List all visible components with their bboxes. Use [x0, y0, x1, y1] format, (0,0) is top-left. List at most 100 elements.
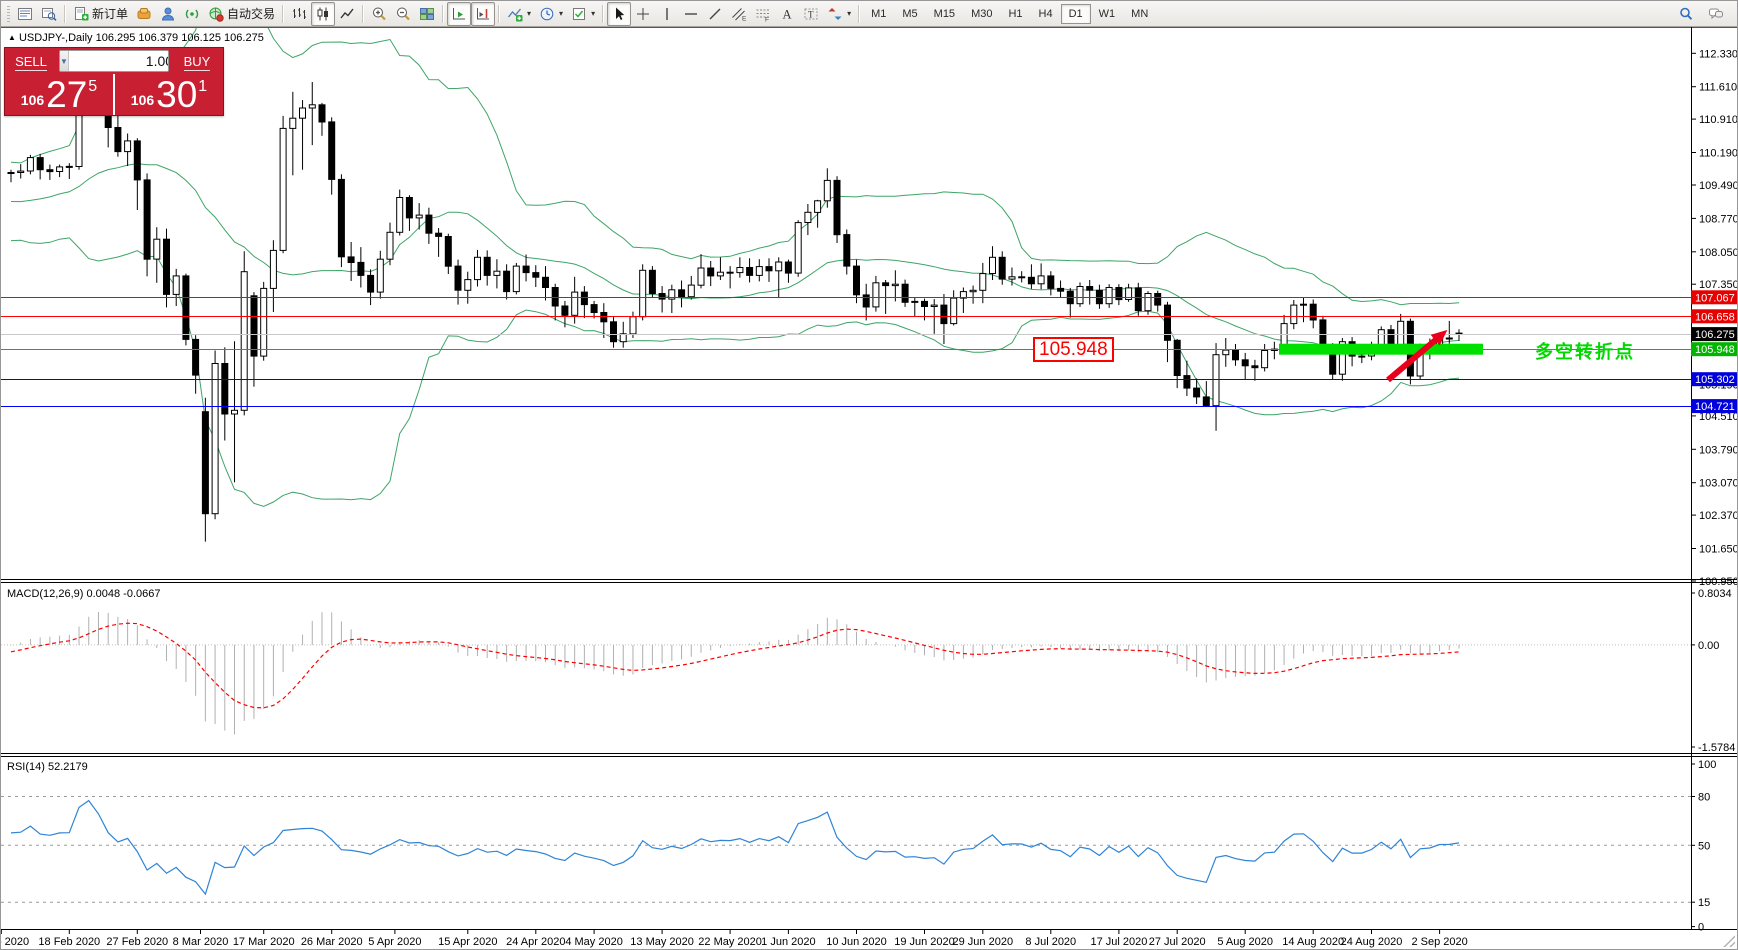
candle: [1232, 349, 1239, 361]
autotrade-button[interactable]: 自动交易: [204, 2, 279, 26]
rsi-pane[interactable]: [1, 796, 1691, 903]
toolbar-grip[interactable]: [7, 5, 10, 22]
cursor-button[interactable]: [607, 1, 632, 26]
chat-button[interactable]: [1704, 2, 1728, 26]
crosshair-button[interactable]: [631, 2, 655, 26]
price-tick-label: 108.050: [1699, 247, 1738, 259]
charts-window-button[interactable]: [13, 2, 37, 26]
timeframe-mn-button[interactable]: MN: [1131, 7, 1149, 20]
candle: [279, 127, 287, 251]
drawn-objects[interactable]: [1279, 329, 1483, 383]
dropdown-caret-icon[interactable]: ▾: [847, 9, 852, 18]
timeframe-h1-button[interactable]: H1: [1008, 7, 1023, 20]
candle: [930, 304, 938, 308]
toolbar-separator: [362, 4, 365, 23]
charts-list-icon: [18, 7, 32, 20]
timeframe-w1-button[interactable]: W1: [1098, 7, 1116, 20]
price-tick-label: 103.070: [1699, 478, 1738, 490]
signals-button[interactable]: [180, 2, 204, 26]
zoom-in-button[interactable]: [367, 2, 391, 26]
arrows-button[interactable]: ▾: [823, 2, 855, 26]
resize-grip[interactable]: [1723, 935, 1735, 947]
candle: [697, 267, 705, 286]
search-button[interactable]: [1674, 2, 1698, 26]
rsi-line: [10, 799, 1460, 896]
price-callout-105948[interactable]: 105.948: [1033, 336, 1114, 362]
trend-arrow-object[interactable]: [1386, 329, 1448, 383]
candle: [46, 169, 54, 173]
candle: [65, 165, 73, 168]
timeframe-h4-button[interactable]: H4: [1038, 7, 1053, 20]
new-order-button[interactable]: 新订单: [69, 2, 132, 26]
green-band-object[interactable]: [1279, 343, 1483, 355]
chart-profile-button[interactable]: [37, 2, 61, 26]
sell-price-button[interactable]: 106 27 5: [5, 74, 113, 115]
timeframe-m30-button[interactable]: M30: [971, 7, 993, 20]
vertical-line-button[interactable]: [655, 2, 679, 26]
candle: [911, 300, 919, 303]
channel-button[interactable]: E: [727, 2, 751, 26]
line-chart-button[interactable]: [335, 2, 359, 26]
buy-header-button[interactable]: BUY: [183, 53, 211, 71]
candle: [551, 287, 559, 307]
text-button[interactable]: A: [775, 2, 799, 26]
periods-button[interactable]: ▾: [535, 2, 567, 26]
price-tick-label: 111.610: [1699, 82, 1737, 94]
candle: [1300, 303, 1307, 306]
price-tick-label: 110.910: [1699, 114, 1738, 126]
collapse-triangle-icon[interactable]: ▲: [8, 33, 16, 42]
candle: [668, 289, 676, 300]
price-marker-text: 107.067: [1695, 292, 1735, 304]
zoom-out-icon: [397, 7, 410, 20]
buy-price-button[interactable]: 106 30 1: [113, 74, 223, 115]
candle-chart-button[interactable]: [311, 1, 336, 26]
horizontal-line-button[interactable]: [679, 2, 703, 26]
turning-point-note[interactable]: 多空转折点: [1535, 342, 1635, 363]
zoom-out-button[interactable]: [391, 2, 415, 26]
timeframe-m1-button[interactable]: M1: [871, 7, 887, 20]
text-label-button[interactable]: T: [799, 2, 823, 26]
candle: [1261, 350, 1269, 369]
candle: [1338, 341, 1346, 375]
candle: [7, 172, 15, 174]
date-label: 18 Feb 2020: [38, 936, 100, 948]
rsi-axis: 100 80 50 15 0: [1691, 759, 1716, 934]
date-label: 15 Apr 2020: [438, 936, 497, 948]
candle: [474, 256, 481, 281]
macd-pane[interactable]: [1, 612, 1691, 735]
trendline-button[interactable]: [703, 2, 727, 26]
candle: [299, 107, 306, 119]
market-button[interactable]: [132, 2, 156, 26]
auto-scroll-button[interactable]: [447, 1, 472, 26]
dropdown-caret-icon[interactable]: ▾: [527, 9, 532, 18]
community-button[interactable]: [156, 2, 180, 26]
dropdown-caret-icon[interactable]: ▾: [559, 9, 564, 18]
rsi-axis-label: 15: [1698, 897, 1710, 909]
tile-windows-button[interactable]: [415, 2, 439, 26]
chart-shift-button[interactable]: [471, 1, 496, 26]
timeframe-d1-button[interactable]: D1: [1060, 3, 1091, 24]
timeframe-m5-button[interactable]: M5: [902, 7, 918, 20]
dropdown-caret-icon[interactable]: ▾: [591, 9, 596, 18]
candle: [522, 265, 530, 274]
toolbar: 新订单 自动交易 ▾ ▾ ▾ E F A T ▾ M1 M5 M15 M30 H1 H4 D1 W1 MN: [1, 1, 1737, 27]
trendline-icon: [709, 8, 721, 19]
date-label: 13 May 2020: [630, 936, 694, 948]
bar-chart-button[interactable]: [287, 2, 311, 26]
templates-button[interactable]: ▾: [567, 2, 599, 26]
candle: [1251, 365, 1259, 369]
date-label: 5 Aug 2020: [1217, 936, 1273, 948]
volume-decrease-button[interactable]: ▼: [60, 51, 69, 71]
candle: [376, 258, 384, 293]
candle: [114, 127, 122, 153]
one-click-trade-panel: SELL ▼ ▲ BUY 106 27 5 106 30 1: [4, 47, 224, 116]
volume-input[interactable]: [68, 51, 168, 71]
fibonacci-button[interactable]: F: [751, 2, 775, 26]
candle-chart-icon: [317, 7, 329, 20]
sell-header-button[interactable]: SELL: [15, 53, 47, 71]
indicators-button[interactable]: ▾: [503, 2, 535, 26]
candle: [1222, 349, 1230, 356]
timeframe-m15-button[interactable]: M15: [933, 7, 956, 20]
candle: [901, 283, 909, 303]
